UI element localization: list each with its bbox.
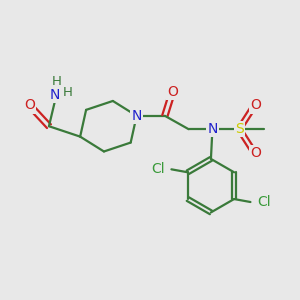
- Text: O: O: [250, 98, 261, 112]
- Text: O: O: [250, 146, 261, 160]
- Text: O: O: [24, 98, 35, 112]
- Text: Cl: Cl: [151, 162, 165, 176]
- Text: H: H: [63, 85, 73, 98]
- Text: N: N: [207, 122, 218, 136]
- Text: S: S: [235, 122, 244, 136]
- Text: N: N: [50, 88, 60, 102]
- Text: N: N: [131, 109, 142, 123]
- Text: O: O: [167, 85, 178, 99]
- Text: Cl: Cl: [257, 195, 271, 209]
- Text: H: H: [51, 75, 61, 88]
